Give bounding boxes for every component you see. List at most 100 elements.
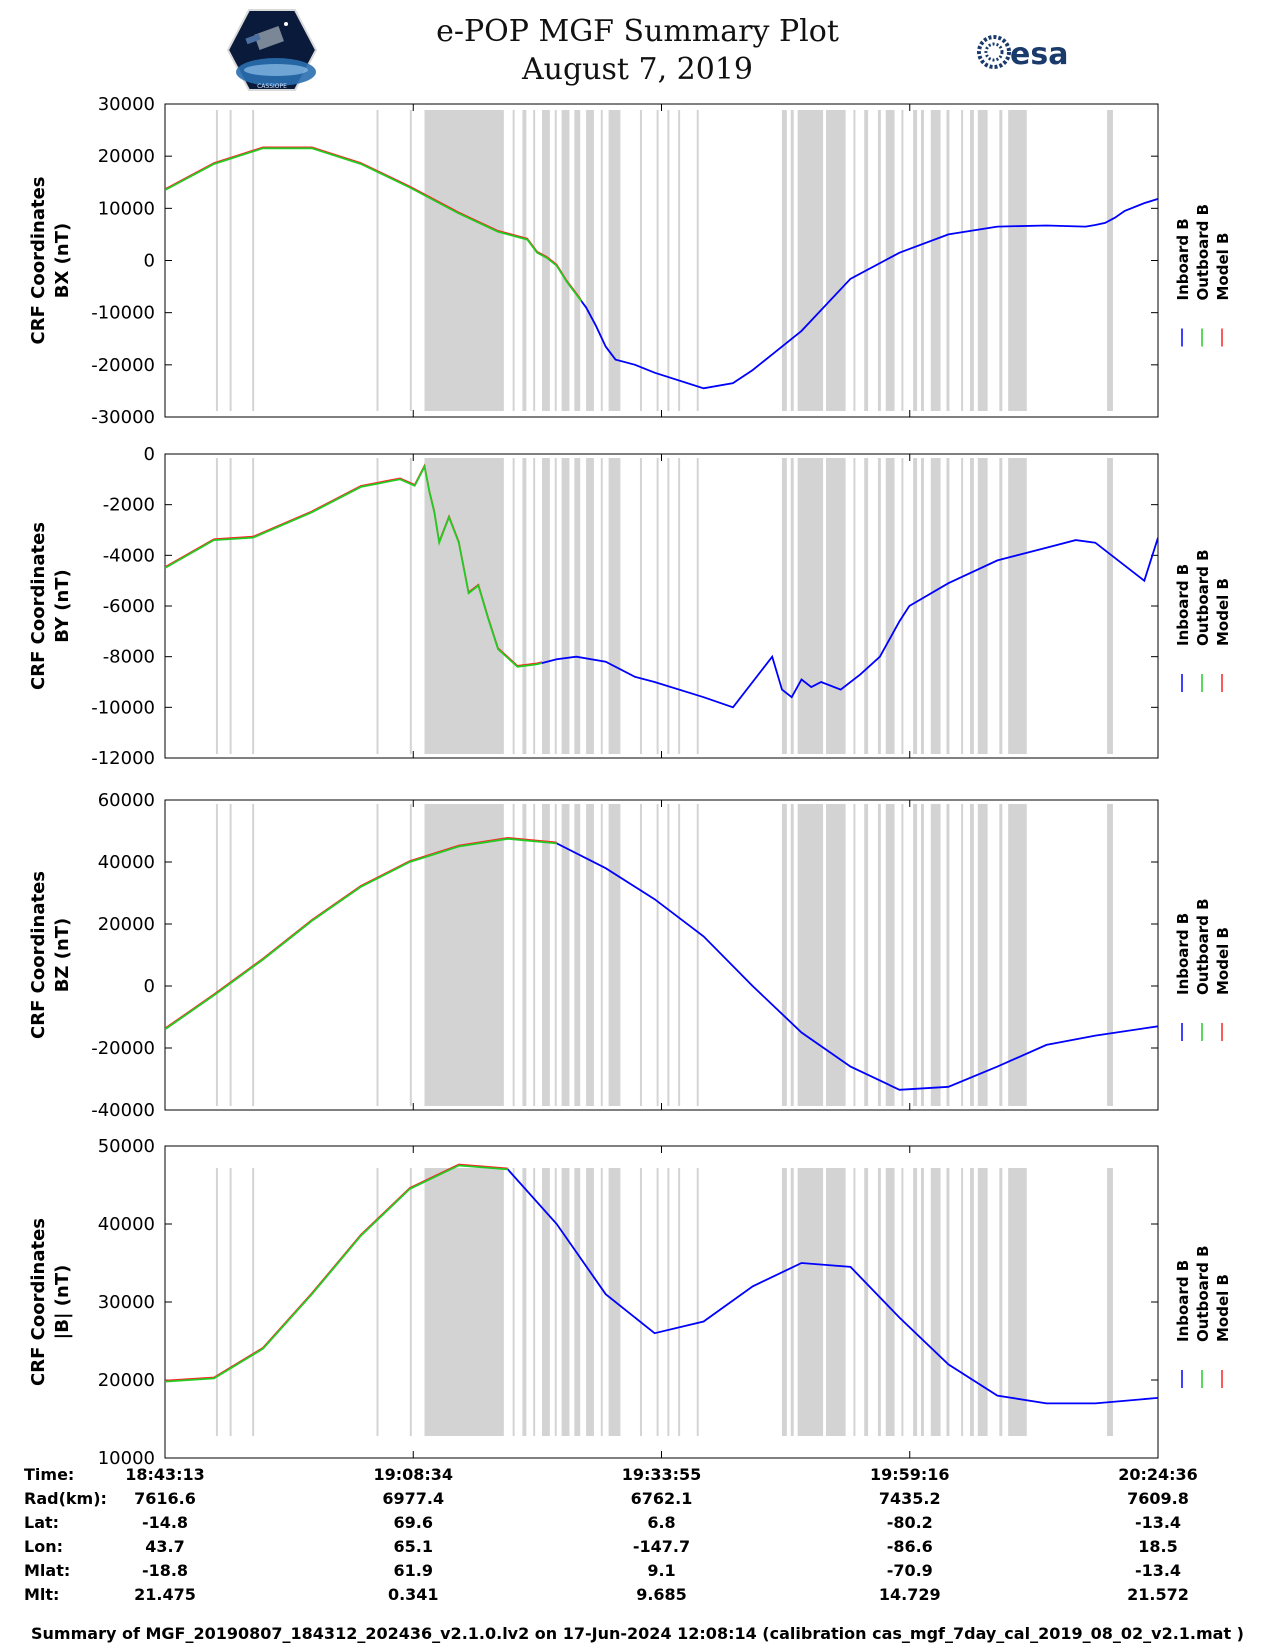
data-gap-shading xyxy=(781,110,787,411)
data-gap-shading xyxy=(409,458,412,754)
y-tick-label: 10000 xyxy=(98,1448,155,1469)
data-gap-shading xyxy=(961,1168,964,1436)
data-gap-shading xyxy=(969,110,974,411)
data-gap-shading xyxy=(533,458,536,754)
data-gap-shading xyxy=(999,1168,1003,1436)
data-gap-shading xyxy=(522,804,527,1106)
ephemeris-value: 6977.4 xyxy=(382,1489,444,1508)
data-gap-shading xyxy=(977,110,988,411)
cassiope-caption: CASSIOPE xyxy=(257,83,287,90)
data-gap-shading xyxy=(522,110,527,411)
y-axis-label: CRF Coordinates |B| (nT) xyxy=(28,1218,73,1386)
data-gap-shading xyxy=(826,458,846,754)
cassiope-mission-logo: CASSIOPE xyxy=(226,9,318,91)
data-gap-shading xyxy=(877,804,881,1106)
ephemeris-value: 43.7 xyxy=(145,1537,184,1556)
data-gap-shading xyxy=(215,458,218,754)
data-gap-shading xyxy=(554,110,557,411)
ephemeris-value: 65.1 xyxy=(394,1537,433,1556)
data-gap-shading xyxy=(853,110,856,411)
data-gap-shading xyxy=(600,1168,603,1436)
y-tick-label: 30000 xyxy=(98,94,155,115)
data-gap-shading xyxy=(781,1168,787,1436)
data-gap-shading xyxy=(885,1168,895,1436)
y-tick-label: -8000 xyxy=(103,647,155,668)
data-gap-shading xyxy=(424,1168,504,1436)
data-gap-shading xyxy=(946,804,950,1106)
data-gap-shading xyxy=(853,458,856,754)
data-gap-shading xyxy=(229,110,232,411)
ephemeris-value: 14.729 xyxy=(879,1585,941,1604)
y-tick-label: 40000 xyxy=(98,852,155,873)
ephemeris-value: 19:08:34 xyxy=(373,1465,453,1484)
legend-outboard-label: Outboard B xyxy=(1194,898,1212,995)
y-tick-label: 0 xyxy=(144,444,155,465)
data-gap-shading xyxy=(586,1168,594,1436)
data-gap-shading xyxy=(901,110,904,411)
data-gap-shading xyxy=(930,1168,941,1436)
ephemeris-value: -13.4 xyxy=(1135,1513,1181,1532)
esa-logo-text: esa xyxy=(1010,37,1068,72)
data-gap-shading xyxy=(252,110,255,411)
data-gap-shading xyxy=(656,1168,659,1436)
y-tick-label: 0 xyxy=(144,976,155,997)
y-axis-label-line1: CRF Coordinates xyxy=(28,522,49,690)
data-gap-shading xyxy=(561,110,570,411)
data-gap-shading xyxy=(1107,804,1113,1106)
data-gap-shading xyxy=(522,458,527,754)
ephemeris-value: -18.8 xyxy=(142,1561,188,1580)
data-gap-shading xyxy=(512,110,515,411)
data-gap-shading xyxy=(921,1168,924,1436)
data-gap-shading xyxy=(409,110,412,411)
data-gap-shading xyxy=(561,1168,570,1436)
ephemeris-value: 21.475 xyxy=(134,1585,196,1604)
data-gap-shading xyxy=(1107,1168,1113,1436)
data-gap-shading xyxy=(542,110,550,411)
data-gap-shading xyxy=(877,458,881,754)
data-gap-shading xyxy=(885,110,895,411)
data-gap-shading xyxy=(1008,110,1027,411)
data-gap-shading xyxy=(1008,458,1027,754)
data-gap-shading xyxy=(542,804,550,1106)
data-gap-shading xyxy=(409,1168,412,1436)
data-gap-shading xyxy=(946,110,950,411)
series-outboard-b xyxy=(165,837,557,1031)
data-gap-shading xyxy=(678,458,681,754)
data-gap-shading xyxy=(639,1168,642,1436)
data-gap-shading xyxy=(790,804,794,1106)
y-tick-label: 0 xyxy=(144,251,155,272)
y-tick-label: -4000 xyxy=(103,545,155,566)
data-gap-shading xyxy=(977,458,988,754)
ephemeris-value: -86.6 xyxy=(887,1537,933,1556)
data-gap-shading xyxy=(913,804,918,1106)
data-gap-shading xyxy=(600,458,603,754)
esa-logo: esa xyxy=(977,35,1068,72)
legend-model-label: Model B xyxy=(1214,927,1232,995)
y-tick-label: -10000 xyxy=(91,303,155,324)
summary-footer: Summary of MGF_20190807_184312_202436_v2… xyxy=(31,1624,1244,1643)
y-tick-label: 30000 xyxy=(98,1292,155,1313)
y-axis-label: CRF Coordinates BX (nT) xyxy=(28,177,73,345)
ephemeris-value: -14.8 xyxy=(142,1513,188,1532)
data-gap-shading xyxy=(376,110,379,411)
data-gap-shading xyxy=(696,1168,699,1436)
ephemeris-value: 9.685 xyxy=(636,1585,687,1604)
y-axis-label-line1: CRF Coordinates xyxy=(28,871,49,1039)
y-tick-label: -40000 xyxy=(91,1100,155,1121)
data-gap-shading xyxy=(977,804,988,1106)
data-gap-shading xyxy=(961,804,964,1106)
data-gap-shading xyxy=(608,458,621,754)
ephemeris-value: 9.1 xyxy=(647,1561,675,1580)
data-gap-shading xyxy=(574,1168,581,1436)
data-gap-shading xyxy=(533,804,536,1106)
data-gap-shading xyxy=(542,458,550,754)
ephemeris-row-label: Lat: xyxy=(24,1513,59,1532)
data-gap-shading xyxy=(409,804,412,1106)
ephemeris-value: 7435.2 xyxy=(879,1489,941,1508)
data-gap-shading xyxy=(667,110,670,411)
data-gap-shading xyxy=(999,804,1003,1106)
data-gap-shading xyxy=(885,804,895,1106)
ephemeris-value: 18.5 xyxy=(1138,1537,1177,1556)
data-gap-shading xyxy=(853,1168,856,1436)
data-gap-shading xyxy=(946,458,950,754)
